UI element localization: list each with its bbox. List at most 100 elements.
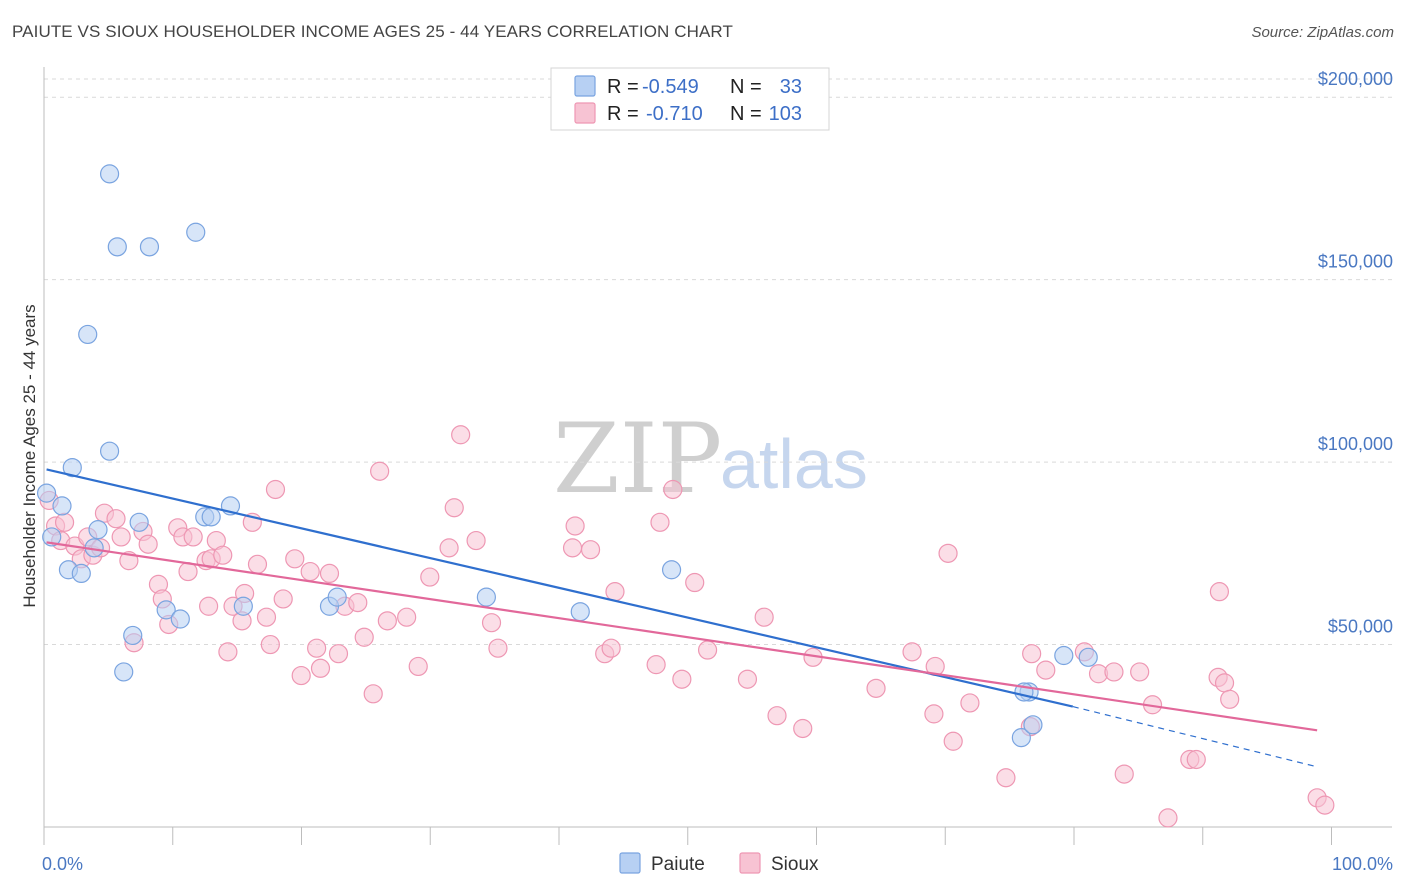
sioux-point [754,607,774,627]
sioux-point [1114,764,1134,784]
sioux-point [285,549,305,569]
sioux-point [451,425,471,445]
sioux-point [348,592,368,613]
sioux-point [138,534,158,554]
sioux-point [1022,644,1042,664]
paiute-point [107,237,127,257]
sioux-point [601,638,621,658]
paiute-point [1078,647,1098,667]
sioux-point [605,582,625,602]
paiute-point [62,457,82,478]
sioux-point [562,538,583,558]
sioux-point [300,561,320,582]
series-legend: Paiute Sioux [619,852,819,875]
sioux-point [1220,689,1240,709]
sioux-point [646,655,666,675]
sioux-point [328,644,349,664]
paiute-point [233,596,253,616]
sioux-point [960,693,980,713]
sioux-point [924,704,944,724]
sioux-n-value: 103 [769,103,802,125]
y-tick-label: $50,000 [1328,617,1393,637]
paiute-point [201,507,221,527]
sioux-point [697,640,718,660]
paiute-point [156,600,176,620]
sioux-point [307,638,327,658]
sioux-point [672,669,692,689]
sioux-n-label: N = [730,103,762,125]
sioux-point [370,461,390,481]
sioux-point [902,642,922,662]
paiute-trend-extension [1072,706,1318,768]
sioux-point [319,563,340,584]
paiute-point [123,625,143,646]
paiute-point [170,609,190,629]
watermark-zip: ZIP [553,403,722,515]
sioux-point [996,768,1016,788]
paiute-point [88,520,108,540]
y-tick-label: $200,000 [1318,69,1393,89]
sioux-point [213,545,233,565]
sioux-point [444,498,464,518]
sioux-point [420,567,440,587]
stats-legend-box [550,67,830,131]
trend-lines [46,468,1318,768]
x-tick-label: 100.0% [1332,854,1393,874]
sioux-point [1130,662,1150,682]
stats-legend: R = -0.549 N = 33 R = -0.710 N = 103 [550,67,830,131]
sioux-r-label: R = [607,103,639,125]
paiute-trend-line [46,468,1074,708]
sioux-point [565,516,585,536]
paiute-point [139,237,160,257]
chart-title: PAIUTE VS SIOUX HOUSEHOLDER INCOME AGES … [12,22,733,41]
sioux-point [310,658,331,678]
paiute-point [71,563,91,584]
sioux-point [1209,582,1230,602]
paiute-point [1023,715,1043,735]
sioux-point [663,479,683,500]
sioux-r-value: -0.710 [646,103,703,125]
sioux-point [291,665,311,686]
paiute-point [36,483,57,503]
sioux-point [488,638,508,658]
paiute-points [36,164,1098,748]
paiute-point [129,512,149,532]
paiute-point [570,602,590,622]
paiute-n-label: N = [730,76,762,98]
paiute-point [99,441,120,461]
paiute-point [327,587,347,607]
sioux-point [1186,749,1206,770]
sioux-trend-line [46,541,1318,732]
sioux-point [1036,660,1056,680]
paiute-point [78,324,98,345]
sioux-point [737,669,758,689]
x-tick-label: 0.0% [42,854,83,874]
chart-source: Source: ZipAtlas.com [1251,24,1394,41]
paiute-point [1054,645,1074,666]
sioux-legend-swatch [574,102,596,124]
sioux-point [793,718,813,739]
sioux-point [1158,808,1178,828]
sioux-point [481,613,502,633]
sioux-series-swatch [739,852,761,874]
y-axis-label: Householder Income Ages 25 - 44 years [20,304,39,607]
sioux-point [260,634,280,655]
paiute-point [52,496,72,516]
watermark: ZIP atlas [553,403,868,515]
paiute-r-value: -0.549 [642,76,699,98]
sioux-point [377,611,397,631]
paiute-point [476,587,496,607]
sioux-point [218,642,238,662]
sioux-point [273,589,293,609]
sioux-point [1214,673,1235,693]
paiute-point [661,560,682,580]
sioux-point [199,596,219,616]
sioux-point [106,509,126,529]
sioux-point [256,607,277,627]
sioux-series-label: Sioux [771,854,819,875]
sioux-point [580,540,601,560]
sioux-point [943,731,963,751]
paiute-point [1011,728,1031,748]
sioux-point [54,512,75,532]
